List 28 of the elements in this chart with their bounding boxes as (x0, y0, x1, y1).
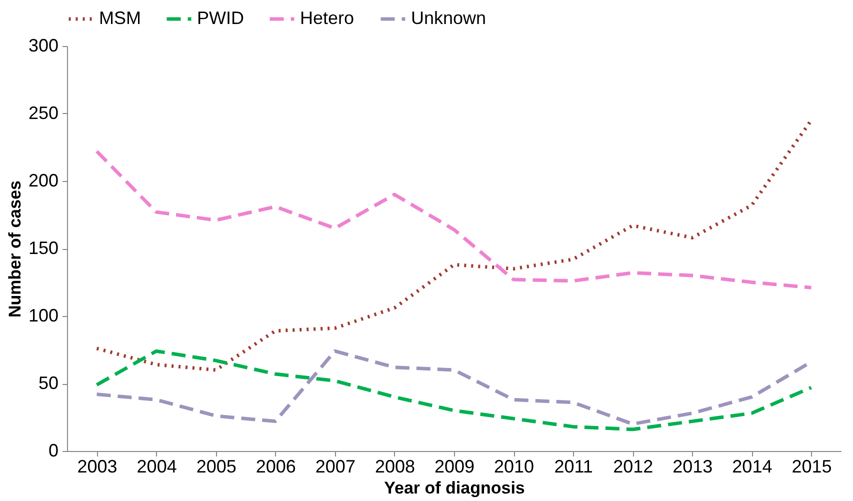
y-tick-label: 0 (48, 440, 58, 460)
y-tick-label: 100 (28, 306, 58, 326)
x-tick-label: 2005 (196, 456, 236, 476)
x-tick-label: 2003 (77, 456, 118, 476)
y-tick-label: 50 (38, 373, 58, 393)
y-axis-title: Number of cases (5, 180, 24, 318)
x-tick-label: 2013 (672, 456, 713, 476)
y-tick-label: 250 (28, 103, 58, 123)
line-series (95, 118, 813, 372)
line-series (95, 150, 813, 290)
y-tick-label: 150 (28, 238, 58, 258)
y-tick-label: 200 (28, 170, 58, 190)
legend-label: Hetero (300, 8, 354, 28)
x-tick-label: 2007 (315, 456, 356, 476)
y-tick-label: 300 (28, 36, 58, 56)
legend-label: Unknown (411, 8, 486, 28)
x-tick-label: 2011 (554, 456, 593, 476)
x-axis-title: Year of diagnosis (384, 478, 525, 498)
legend-label: PWID (197, 8, 244, 28)
x-tick-label: 2006 (256, 456, 296, 476)
legend-label: MSM (99, 8, 141, 28)
x-tick-label: 2004 (136, 456, 177, 476)
x-tick-label: 2014 (732, 456, 772, 476)
x-tick-label: 2010 (494, 456, 534, 476)
x-tick-label: 2009 (434, 456, 475, 476)
x-tick-label: 2012 (613, 456, 654, 476)
x-tick-label: 2008 (374, 456, 415, 476)
x-tick-label: 2015 (792, 456, 832, 476)
